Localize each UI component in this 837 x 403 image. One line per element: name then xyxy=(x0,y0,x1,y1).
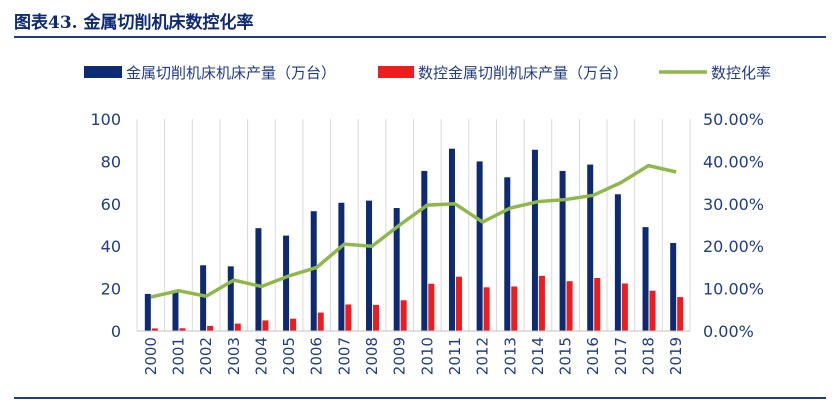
legend-label: 数控金属切削机床产量（万台） xyxy=(418,64,628,82)
bars xyxy=(144,148,684,331)
legend-swatch xyxy=(378,66,414,78)
x-tick-label: 2007 xyxy=(335,337,353,375)
right-tick-label: 30.00% xyxy=(703,195,764,214)
bar-total-2016 xyxy=(587,164,594,331)
x-tick-label: 2004 xyxy=(252,337,270,375)
bar-cnc-2015 xyxy=(566,281,573,331)
right-tick-label: 10.00% xyxy=(703,280,764,299)
bar-total-2006 xyxy=(310,211,317,331)
bar-cnc-2006 xyxy=(317,312,324,331)
bar-total-2018 xyxy=(642,227,649,331)
bar-cnc-2016 xyxy=(594,278,601,331)
left-tick-label: 80 xyxy=(101,152,121,171)
x-tick-label: 2012 xyxy=(474,337,492,375)
right-tick-label: 0.00% xyxy=(703,322,754,341)
bar-total-2019 xyxy=(670,243,677,331)
bar-total-2003 xyxy=(227,266,234,331)
bar-cnc-2008 xyxy=(373,304,380,331)
bar-cnc-2001 xyxy=(179,328,186,331)
bar-cnc-2003 xyxy=(234,323,241,331)
bar-cnc-2005 xyxy=(290,318,297,331)
x-tick-label: 2015 xyxy=(557,337,575,375)
bar-total-2014 xyxy=(531,149,538,331)
bar-total-2017 xyxy=(614,194,621,331)
legend: 金属切削机床机床产量（万台） 数控金属切削机床产量（万台） 数控化率 xyxy=(84,64,771,82)
bar-cnc-2010 xyxy=(428,283,435,331)
legend-swatch xyxy=(84,66,122,78)
bar-total-2005 xyxy=(283,235,290,331)
bar-cnc-2017 xyxy=(621,283,628,331)
x-tick-label: 2019 xyxy=(667,337,685,375)
bar-total-2008 xyxy=(366,200,373,331)
bar-cnc-2007 xyxy=(345,304,352,331)
x-tick-label: 2013 xyxy=(501,337,519,375)
chart-title: 图表43. 金属切削机床数控化率 xyxy=(14,13,254,33)
x-tick-label: 2006 xyxy=(308,337,326,375)
right-tick-label: 50.00% xyxy=(703,110,764,129)
bar-total-2001 xyxy=(172,291,179,331)
bar-total-2013 xyxy=(504,177,511,331)
x-tick-label: 2017 xyxy=(612,337,630,375)
bar-total-2004 xyxy=(255,228,262,331)
bottom-divider xyxy=(14,397,826,399)
bar-cnc-2000 xyxy=(151,328,158,331)
rate-line xyxy=(150,163,677,299)
bar-cnc-2018 xyxy=(649,290,656,331)
left-tick-label: 20 xyxy=(101,280,121,299)
x-tick-label: 2002 xyxy=(197,337,215,375)
bar-total-2009 xyxy=(393,208,400,331)
bar-cnc-2011 xyxy=(455,276,462,331)
x-tick-label: 2000 xyxy=(142,337,160,375)
bar-total-2002 xyxy=(200,265,207,331)
x-tick-label: 2011 xyxy=(446,337,464,375)
bar-cnc-2014 xyxy=(538,275,545,331)
x-tick-label: 2001 xyxy=(169,337,187,375)
gridlines xyxy=(136,119,691,331)
rate-line-path xyxy=(150,163,677,299)
left-tick-label: 100 xyxy=(90,110,121,129)
bar-total-2000 xyxy=(144,293,151,331)
x-tick-label: 2010 xyxy=(418,337,436,375)
bar-cnc-2019 xyxy=(677,297,684,331)
top-divider xyxy=(14,36,826,38)
bar-total-2015 xyxy=(559,170,566,331)
right-tick-label: 40.00% xyxy=(703,152,764,171)
legend-label: 金属切削机床机床产量（万台） xyxy=(126,64,336,82)
bar-total-2007 xyxy=(338,202,345,331)
left-tick-label: 0 xyxy=(111,322,121,341)
bar-total-2012 xyxy=(476,161,483,331)
bar-cnc-2013 xyxy=(511,286,518,331)
bar-cnc-2012 xyxy=(483,287,490,331)
x-tick-label: 2016 xyxy=(584,337,602,375)
left-tick-label: 40 xyxy=(101,237,121,256)
x-tick-label: 2005 xyxy=(280,337,298,375)
x-tick-label: 2018 xyxy=(640,337,658,375)
left-tick-label: 60 xyxy=(101,195,121,214)
bar-cnc-2002 xyxy=(207,325,214,331)
x-tick-label: 2009 xyxy=(391,337,409,375)
bar-cnc-2004 xyxy=(262,320,269,331)
x-tick-label: 2014 xyxy=(529,337,547,375)
right-tick-label: 20.00% xyxy=(703,237,764,256)
bar-total-2011 xyxy=(448,148,455,331)
legend-label: 数控化率 xyxy=(711,64,771,82)
x-tick-label: 2003 xyxy=(225,337,243,375)
x-tick-label: 2008 xyxy=(363,337,381,375)
axes: 0 20 40 60 80 100 0.00% 10.00% 20.00% 30.00% 40.00… xyxy=(90,110,764,375)
bar-cnc-2009 xyxy=(400,300,407,331)
bar-total-2010 xyxy=(421,170,428,331)
